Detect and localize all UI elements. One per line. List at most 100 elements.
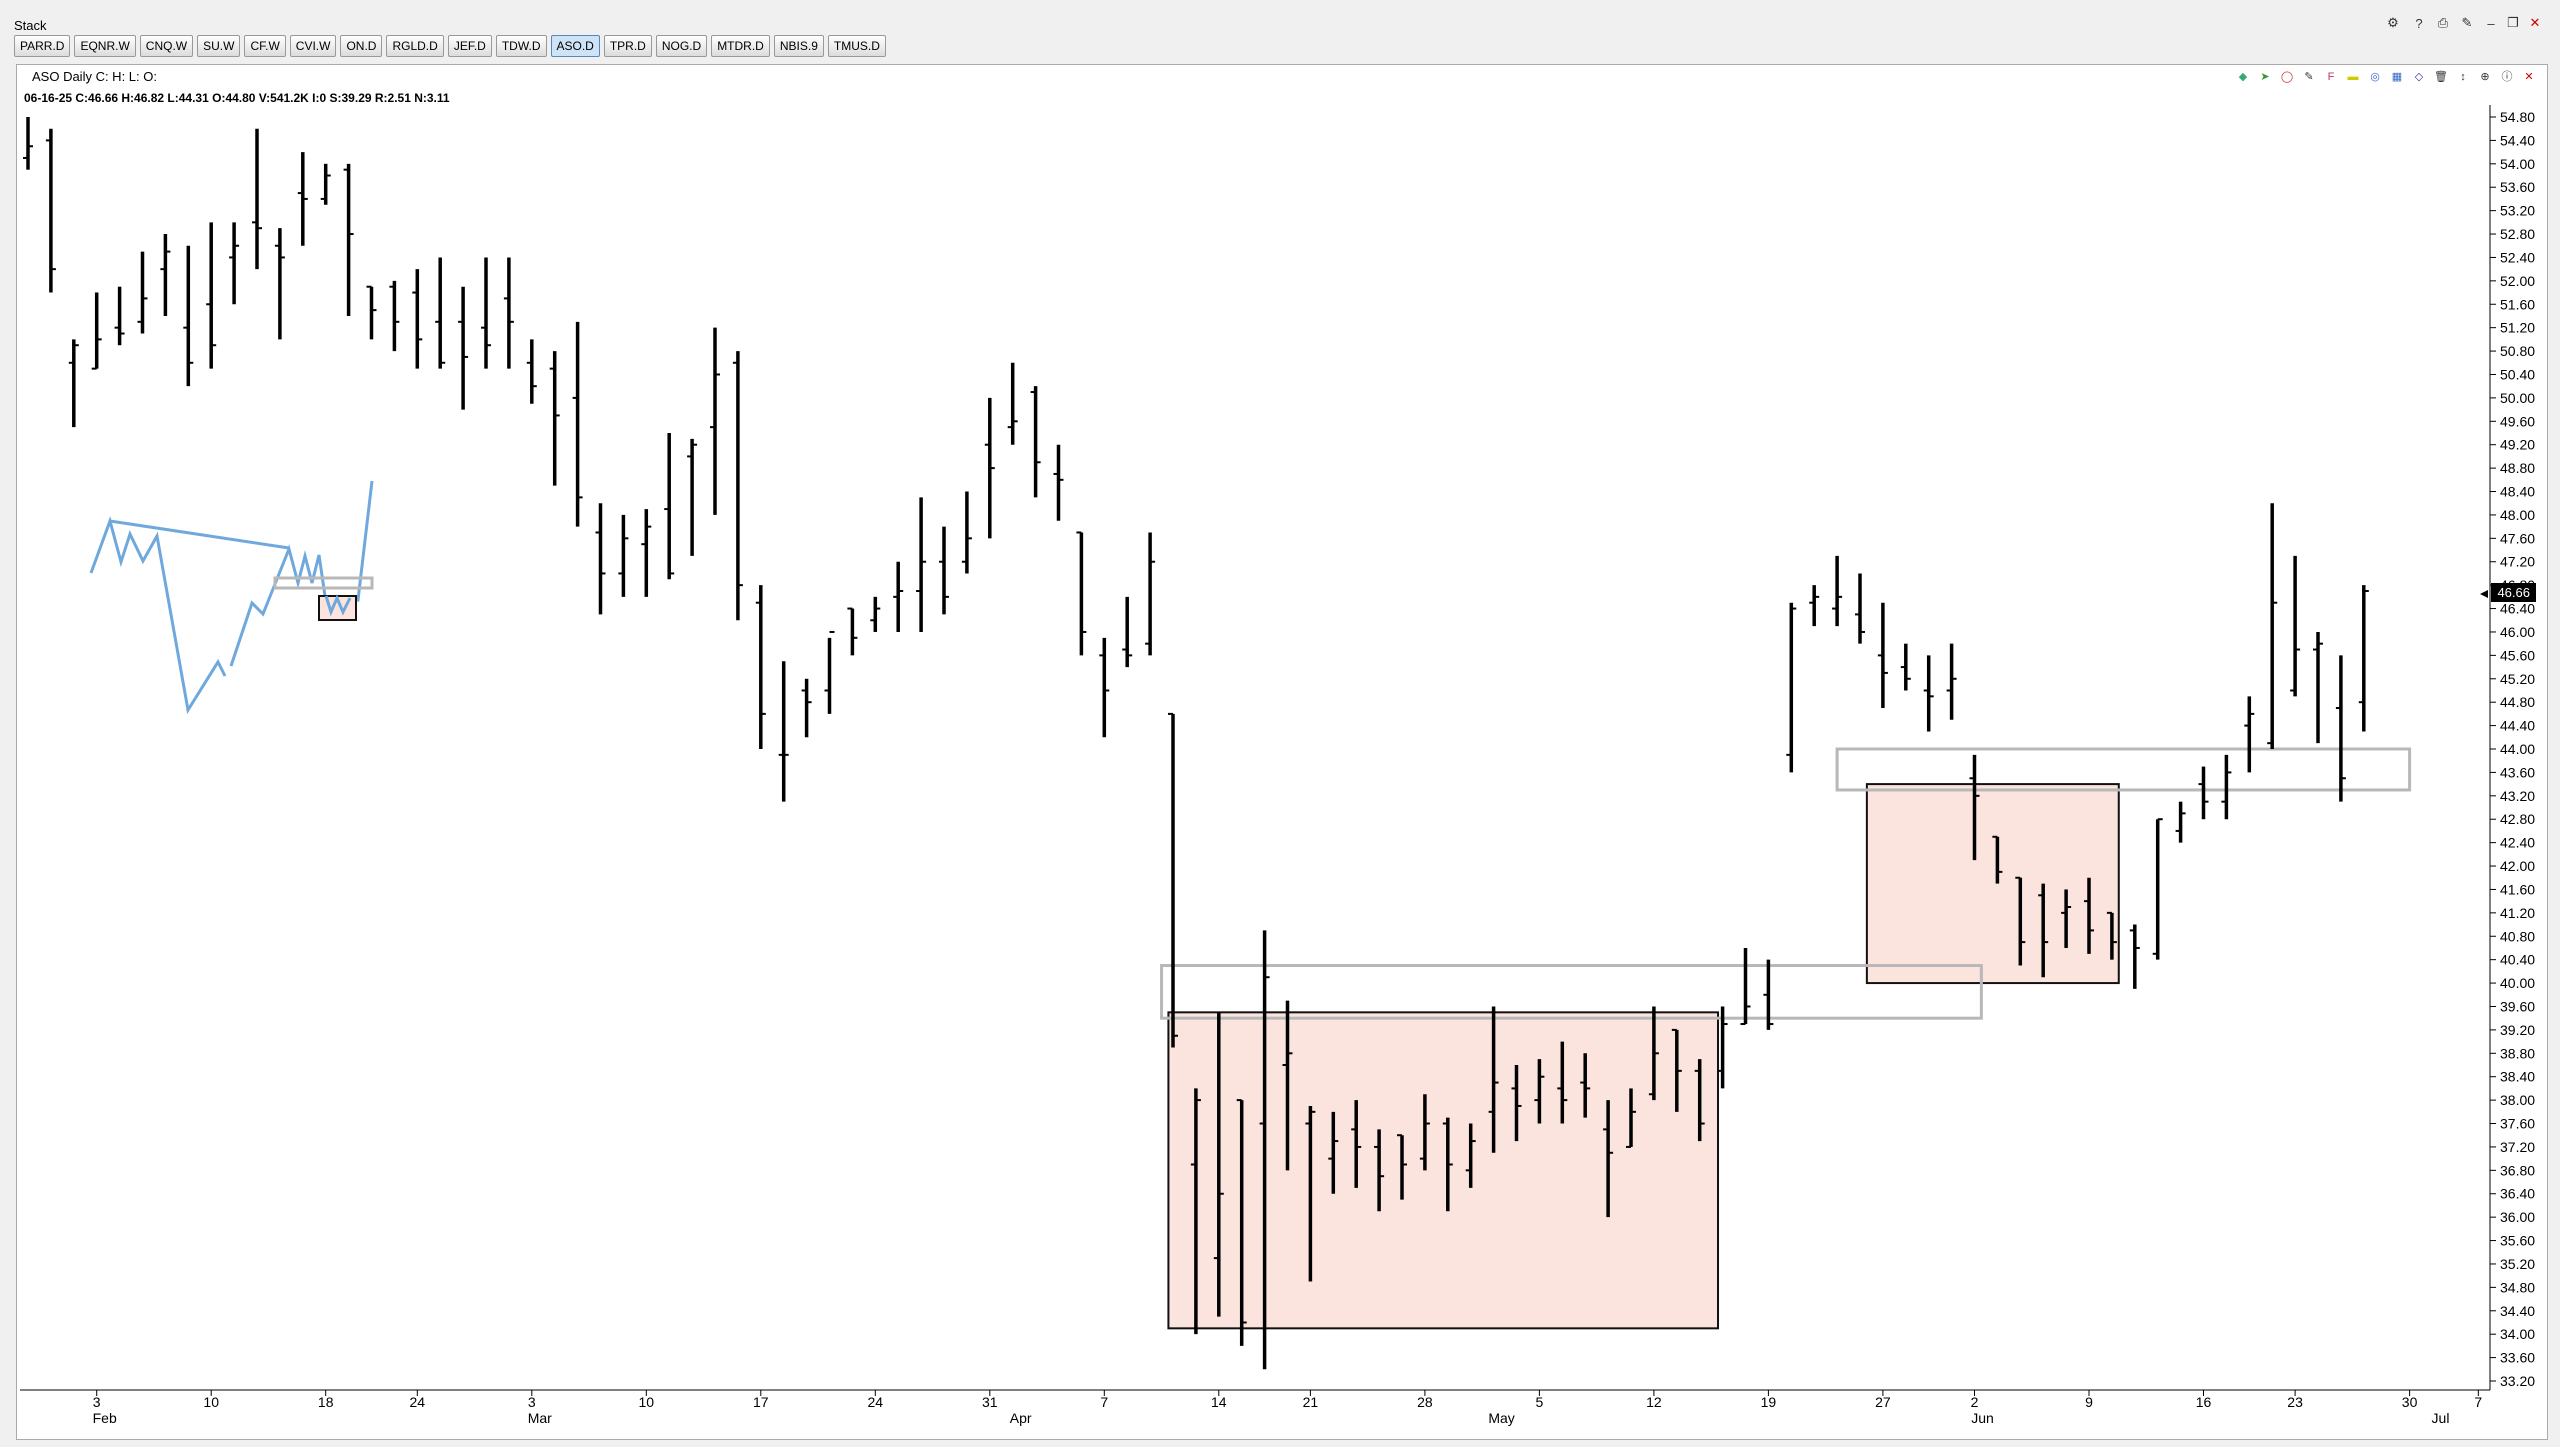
marker-icon[interactable]: ▬ xyxy=(2347,71,2359,83)
cursor-icon[interactable]: ↕ xyxy=(2460,71,2466,83)
tab-jef-d[interactable]: JEF.D xyxy=(447,35,492,57)
ohlc-bar xyxy=(1465,1123,1476,1188)
y-tick-label: 38.80 xyxy=(2500,1045,2535,1061)
tab-nbis-9[interactable]: NBIS.9 xyxy=(773,35,824,57)
ohlc-bar xyxy=(1534,1059,1545,1124)
tab-tpr-d[interactable]: TPR.D xyxy=(603,35,652,57)
ohlc-bar xyxy=(2061,889,2072,948)
last-price-tag: 46.66 xyxy=(2491,583,2536,602)
help-icon[interactable]: ? xyxy=(2415,15,2423,31)
ohlc-bar xyxy=(1190,1088,1201,1335)
ohlc-bar xyxy=(2198,766,2209,820)
ohlc-bar xyxy=(1099,637,1110,738)
sketch-trend-line xyxy=(109,519,290,550)
y-tick-label: 33.60 xyxy=(2500,1350,2535,1366)
arrow-icon[interactable]: ➤ xyxy=(2260,71,2270,83)
info-icon[interactable]: ⓘ xyxy=(2501,71,2513,83)
ohlc-bar xyxy=(1626,1088,1636,1148)
ohlc-bar xyxy=(618,514,629,597)
print-icon[interactable]: ⎙ xyxy=(2437,15,2449,30)
y-tick-label: 33.20 xyxy=(2500,1373,2535,1389)
tab-cnq-w[interactable]: CNQ.W xyxy=(139,35,194,57)
tab-tmus-d[interactable]: TMUS.D xyxy=(827,35,886,57)
ohlc-bar xyxy=(389,280,400,352)
x-tick-label: 10 xyxy=(639,1394,655,1410)
ohlc-bar xyxy=(206,222,217,369)
ohlc-bar xyxy=(1694,1059,1705,1142)
ohlc-bar xyxy=(916,497,927,632)
pen-icon[interactable]: ✎ xyxy=(2304,71,2314,83)
ohlc-bar xyxy=(2152,818,2163,960)
y-tick-label: 34.40 xyxy=(2500,1303,2535,1319)
trash-icon[interactable]: 🗑 xyxy=(2434,71,2448,83)
settings-icon[interactable]: ⚙ xyxy=(2387,15,2399,30)
tab-cf-w[interactable]: CF.W xyxy=(244,35,286,57)
ohlc-bar xyxy=(1145,532,1156,656)
ohlc-info-line: 06-16-25 C:46.66 H:46.82 L:44.31 O:44.80… xyxy=(24,91,450,105)
ohlc-bar xyxy=(1122,596,1133,668)
tools-icon[interactable]: ✎ xyxy=(2461,15,2473,30)
sketch-breakout-box xyxy=(273,576,374,590)
ohlc-bar xyxy=(458,286,469,410)
ohlc-bar xyxy=(137,251,148,334)
circle-icon[interactable]: ◯ xyxy=(2280,71,2294,83)
tab-aso-d[interactable]: ASO.D xyxy=(550,35,600,57)
x-month-label: Apr xyxy=(1010,1410,1032,1426)
layers-icon[interactable]: ◆ xyxy=(2238,71,2248,83)
y-tick-label: 49.60 xyxy=(2500,413,2535,429)
x-tick-label: 23 xyxy=(2287,1394,2303,1410)
last-price-arrow xyxy=(2480,590,2488,598)
y-tick-label: 48.00 xyxy=(2500,507,2535,523)
y-tick-label: 47.20 xyxy=(2500,554,2535,570)
y-tick-label: 44.40 xyxy=(2500,718,2535,734)
tab-rgld-d[interactable]: RGLD.D xyxy=(386,35,444,57)
grid-icon[interactable]: ▦ xyxy=(2391,71,2403,83)
x-month-label: Jul xyxy=(2432,1410,2450,1426)
ohlc-bar xyxy=(1740,947,1751,1026)
ohlc-bar xyxy=(1076,531,1087,656)
ohlc-bar xyxy=(435,257,446,369)
minimize-icon[interactable]: – xyxy=(2487,15,2495,31)
fib-icon[interactable]: F xyxy=(2327,71,2335,83)
close-icon[interactable]: ✕ xyxy=(2524,71,2534,83)
y-tick-label: 40.40 xyxy=(2500,952,2535,968)
paint-icon[interactable]: ◇ xyxy=(2414,71,2424,83)
restore-icon[interactable]: ❐ xyxy=(2507,15,2519,30)
close-icon[interactable]: ✕ xyxy=(2529,15,2541,30)
ellipse-icon[interactable]: ◎ xyxy=(2370,71,2380,83)
tab-tdw-d[interactable]: TDW.D xyxy=(495,35,547,57)
ohlc-bar xyxy=(1763,959,1774,1030)
tab-parr-d[interactable]: PARR.D xyxy=(14,35,71,57)
ohlc-bar xyxy=(252,128,262,270)
sketch-pattern-line xyxy=(89,516,227,715)
y-tick-label: 40.80 xyxy=(2500,928,2535,944)
x-tick-label: 18 xyxy=(318,1394,334,1410)
y-tick-label: 50.00 xyxy=(2500,390,2535,406)
y-tick-label: 51.60 xyxy=(2500,296,2535,312)
ohlc-bar xyxy=(366,285,377,340)
x-tick-label: 10 xyxy=(203,1394,219,1410)
tab-su-w[interactable]: SU.W xyxy=(197,35,241,57)
ohlc-bar xyxy=(320,163,331,205)
x-tick-label: 19 xyxy=(1761,1394,1777,1410)
zoom-icon[interactable]: ⊕ xyxy=(2480,71,2490,83)
y-tick-label: 50.40 xyxy=(2500,366,2535,382)
ohlc-bar xyxy=(939,526,949,615)
tab-cvi-w[interactable]: CVI.W xyxy=(289,35,337,57)
ohlc-bar xyxy=(1877,602,1888,709)
ohlc-bar xyxy=(1282,1000,1293,1171)
ohlc-bar xyxy=(2267,503,2278,749)
ohlc-bar xyxy=(1786,602,1797,773)
y-tick-label: 53.20 xyxy=(2500,203,2535,219)
tab-mtdr-d[interactable]: MTDR.D xyxy=(711,35,770,57)
tab-on-d[interactable]: ON.D xyxy=(340,35,383,57)
y-tick-label: 37.60 xyxy=(2500,1116,2535,1132)
ohlc-bar xyxy=(732,351,743,621)
ohlc-bar xyxy=(1717,1006,1728,1089)
ohlc-bar xyxy=(1557,1041,1568,1124)
ohlc-bar xyxy=(183,245,194,387)
tab-eqnr-w[interactable]: EQNR.W xyxy=(74,35,136,57)
tab-nog-d[interactable]: NOG.D xyxy=(655,35,708,57)
y-tick-label: 36.80 xyxy=(2500,1162,2535,1178)
